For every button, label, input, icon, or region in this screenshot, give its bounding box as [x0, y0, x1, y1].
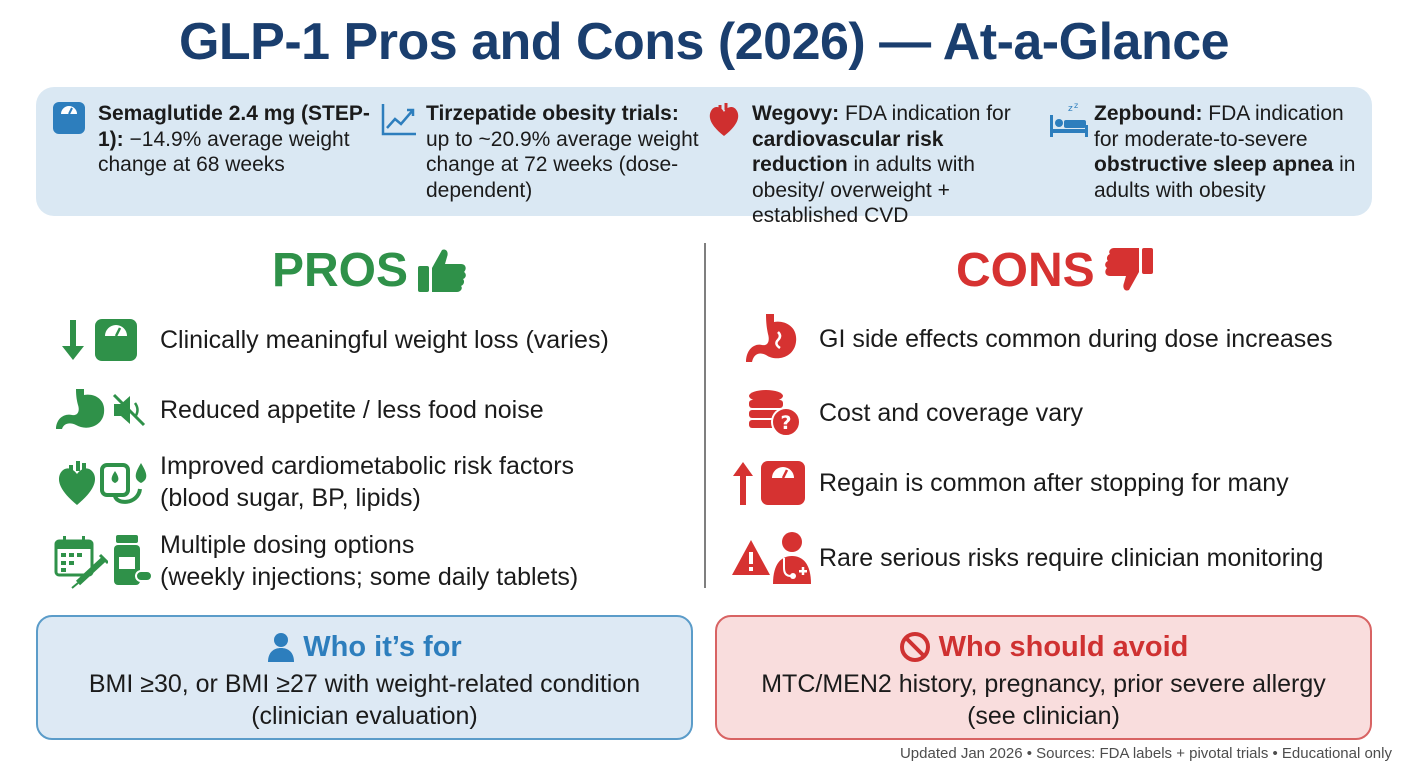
blood-pressure-monitor-icon [100, 463, 147, 504]
who-should-avoid-box: Who should avoid MTC/MEN2 history, pregn… [715, 615, 1372, 740]
svg-text:z: z [1074, 101, 1078, 110]
scale-icon [95, 319, 137, 361]
fact-text: −14.9% average weight change at 68 weeks [98, 127, 350, 177]
up-arrow-icon [733, 462, 753, 505]
fact-text: FDA indication for [839, 102, 1011, 125]
footer-note: Updated Jan 2026 • Sources: FDA labels +… [899, 745, 1392, 762]
pros-item-sublabel: (blood sugar, BP, lipids) [160, 484, 421, 512]
person-icon [268, 633, 295, 662]
prohibited-icon [899, 632, 930, 662]
cons-item-label: Rare serious risks require clinician mon… [819, 544, 1324, 572]
pros-item-appetite: Reduced appetite / less food noise [54, 385, 544, 435]
cons-item-serious-risks: Rare serious risks require clinician mon… [731, 530, 1323, 586]
cons-item-label: Regain is common after stopping for many [819, 469, 1289, 497]
pros-heading-text: PROS [272, 243, 409, 297]
fact-wegovy: Wegovy: FDA indication for cardiovascula… [706, 101, 1036, 229]
doctor-icon [773, 532, 811, 584]
fact-text: FDA indication for moderate-to-severe [1094, 102, 1344, 151]
who-its-for-text: BMI ≥30, or BMI ≥27 with weight-related … [88, 670, 641, 698]
fact-title: Wegovy: [752, 102, 840, 125]
who-should-avoid-note: (see clinician) [967, 702, 1120, 730]
cons-item-label: Cost and coverage vary [819, 399, 1084, 427]
muted-speaker-icon [112, 393, 146, 427]
who-should-avoid-heading: Who should avoid [938, 630, 1189, 663]
heart-icon [706, 101, 746, 141]
fact-highlight: obstructive sleep apnea [1094, 153, 1334, 176]
cons-item-regain: Regain is common after stopping for many [732, 460, 1289, 506]
pros-item-sublabel: (weekly injections; some daily tablets) [160, 563, 579, 591]
pros-item-weight-loss: Clinically meaningful weight loss (varie… [60, 318, 609, 362]
pill-bottle-icon [114, 535, 152, 585]
fact-tirzepatide: Tirzepatide obesity trials: up to ~20.9%… [380, 101, 700, 203]
fact-title: Tirzepatide obesity trials: [426, 102, 679, 125]
down-arrow-icon [62, 320, 84, 360]
pros-item-label: Reduced appetite / less food noise [160, 396, 544, 424]
who-should-avoid-text: MTC/MEN2 history, pregnancy, prior sever… [761, 670, 1326, 698]
coins-question-icon: ? [749, 390, 801, 437]
pros-item-cardiometabolic: Improved cardiometabolic risk factors (b… [56, 450, 574, 514]
who-its-for-heading: Who it’s for [303, 630, 462, 663]
fact-text-tail: in adults with obesity [1094, 153, 1356, 202]
warning-icon [732, 540, 770, 575]
thumbs-down-icon [1104, 248, 1153, 291]
cons-item-gi-effects: GI side effects common during dose incre… [744, 312, 1333, 366]
fact-text-tail: in adults with obesity/ overweight + est… [752, 153, 975, 227]
calendar-syringe-icon [54, 536, 108, 589]
key-facts-banner: Semaglutide 2.4 mg (STEP-1): −14.9% aver… [36, 87, 1372, 227]
cons-item-label: GI side effects common during dose incre… [819, 325, 1333, 353]
cons-heading-text: CONS [956, 243, 1095, 297]
fact-title: Zepbound: [1094, 102, 1203, 125]
fact-text: up to ~20.9% average weight change at 72… [426, 127, 699, 202]
thumbs-up-icon [418, 249, 466, 292]
svg-text:z: z [1068, 104, 1073, 114]
heart-icon [58, 461, 96, 505]
pros-item-label: Multiple dosing options [160, 531, 415, 559]
column-divider [704, 243, 706, 588]
who-its-for-box: Who it’s for BMI ≥30, or BMI ≥27 with we… [36, 615, 693, 740]
stomach-icon [56, 389, 105, 429]
scale-icon [761, 461, 805, 505]
pros-item-label: Improved cardiometabolic risk factors [160, 452, 575, 480]
fact-semaglutide: Semaglutide 2.4 mg (STEP-1): −14.9% aver… [52, 101, 372, 178]
page-title: GLP-1 Pros and Cons (2026) — At-a-Glance [178, 13, 1230, 71]
trend-chart-icon [380, 101, 420, 141]
scale-icon [52, 101, 92, 141]
pros-item-label: Clinically meaningful weight loss (varie… [160, 326, 609, 354]
who-its-for-note: (clinician evaluation) [251, 702, 478, 730]
cons-heading: CONS [956, 240, 1155, 300]
pros-heading: PROS [272, 240, 468, 300]
fact-highlight: cardiovascular risk reduction [752, 127, 944, 177]
stomach-icon [746, 314, 797, 362]
pros-item-dosing: Multiple dosing options (weekly injectio… [54, 529, 578, 593]
cons-item-cost: ? Cost and coverage vary [746, 388, 1083, 438]
svg-text:?: ? [780, 412, 791, 434]
fact-title: Semaglutide 2.4 mg (STEP-1): [98, 102, 370, 151]
